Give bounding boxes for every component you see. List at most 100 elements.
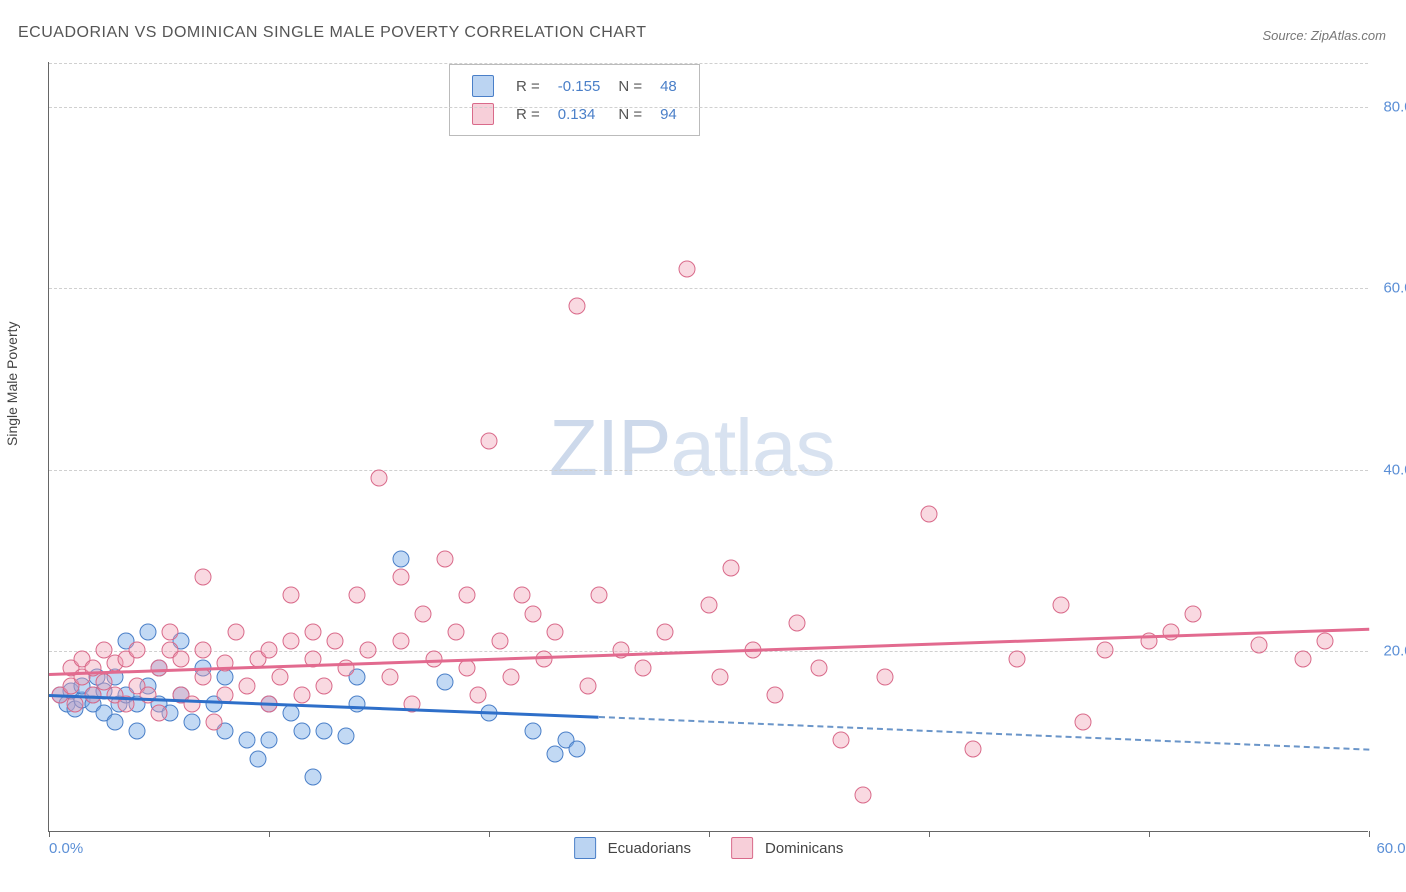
scatter-point (701, 596, 718, 613)
scatter-point (195, 641, 212, 658)
scatter-point (492, 632, 509, 649)
legend-item-ecuadorians: Ecuadorians (574, 837, 691, 859)
grid-line (49, 63, 1368, 64)
scatter-point (250, 750, 267, 767)
scatter-point (140, 623, 157, 640)
legend-n-label: N = (610, 101, 650, 127)
scatter-point (162, 623, 179, 640)
scatter-point (140, 687, 157, 704)
watermark: ZIPatlas (549, 402, 834, 494)
scatter-point (921, 505, 938, 522)
scatter-point (437, 673, 454, 690)
legend-item-label: Dominicans (765, 840, 843, 857)
scatter-point (305, 768, 322, 785)
x-tick (1149, 831, 1150, 837)
source-prefix: Source: (1262, 28, 1310, 43)
x-tick (489, 831, 490, 837)
scatter-point (239, 732, 256, 749)
legend-n-value-1: 94 (652, 101, 685, 127)
scatter-point (547, 746, 564, 763)
scatter-point (283, 632, 300, 649)
chart-plot-area: ZIPatlas R = -0.155 N = 48 R = 0.134 N =… (48, 62, 1368, 832)
watermark-part1: ZIP (549, 403, 670, 492)
scatter-point (833, 732, 850, 749)
legend-item-label: Ecuadorians (608, 840, 691, 857)
scatter-point (591, 587, 608, 604)
scatter-point (580, 678, 597, 695)
scatter-point (184, 696, 201, 713)
scatter-point (1251, 637, 1268, 654)
scatter-point (536, 650, 553, 667)
scatter-point (415, 605, 432, 622)
series-legend: Ecuadorians Dominicans (574, 837, 844, 859)
swatch-blue-icon (472, 75, 494, 97)
scatter-point (151, 705, 168, 722)
scatter-point (349, 696, 366, 713)
scatter-point (569, 297, 586, 314)
scatter-point (1097, 641, 1114, 658)
scatter-point (635, 659, 652, 676)
scatter-point (327, 632, 344, 649)
y-axis-label: Single Male Poverty (4, 321, 20, 446)
scatter-point (371, 469, 388, 486)
scatter-point (525, 605, 542, 622)
scatter-point (1053, 596, 1070, 613)
scatter-point (1295, 650, 1312, 667)
grid-line (49, 288, 1368, 289)
scatter-point (283, 705, 300, 722)
scatter-point (349, 587, 366, 604)
swatch-blue-icon (574, 837, 596, 859)
scatter-point (657, 623, 674, 640)
legend-r-label: R = (508, 73, 548, 99)
x-tick-label: 60.0% (1376, 840, 1406, 857)
scatter-point (195, 569, 212, 586)
scatter-point (67, 696, 84, 713)
y-tick-label: 40.0% (1383, 461, 1406, 478)
legend-row-ecuadorians: R = -0.155 N = 48 (464, 73, 685, 99)
scatter-point (393, 569, 410, 586)
chart-title: ECUADORIAN VS DOMINICAN SINGLE MALE POVE… (18, 24, 647, 42)
trend-line-dashed (599, 716, 1369, 751)
grid-line (49, 470, 1368, 471)
scatter-point (272, 669, 289, 686)
scatter-point (206, 714, 223, 731)
scatter-point (283, 587, 300, 604)
scatter-point (393, 551, 410, 568)
scatter-point (129, 723, 146, 740)
scatter-point (195, 669, 212, 686)
source-name: ZipAtlas.com (1311, 28, 1386, 43)
trend-line (49, 628, 1369, 676)
legend-n-value-0: 48 (652, 73, 685, 99)
scatter-point (338, 727, 355, 744)
scatter-point (470, 687, 487, 704)
legend-row-dominicans: R = 0.134 N = 94 (464, 101, 685, 127)
scatter-point (811, 659, 828, 676)
scatter-point (228, 623, 245, 640)
legend-r-value-0: -0.155 (550, 73, 609, 99)
scatter-point (723, 560, 740, 577)
scatter-point (459, 659, 476, 676)
scatter-point (712, 669, 729, 686)
scatter-point (107, 714, 124, 731)
scatter-point (767, 687, 784, 704)
scatter-point (569, 741, 586, 758)
scatter-point (360, 641, 377, 658)
scatter-point (294, 687, 311, 704)
scatter-point (1163, 623, 1180, 640)
scatter-point (1009, 650, 1026, 667)
swatch-pink-icon (731, 837, 753, 859)
scatter-point (261, 732, 278, 749)
scatter-point (789, 614, 806, 631)
x-tick (709, 831, 710, 837)
watermark-part2: atlas (670, 403, 834, 492)
x-tick (1369, 831, 1370, 837)
legend-r-value-1: 0.134 (550, 101, 609, 127)
scatter-point (679, 261, 696, 278)
scatter-point (1075, 714, 1092, 731)
scatter-point (855, 786, 872, 803)
legend-n-label: N = (610, 73, 650, 99)
x-tick (49, 831, 50, 837)
scatter-point (514, 587, 531, 604)
x-tick (269, 831, 270, 837)
grid-line (49, 107, 1368, 108)
